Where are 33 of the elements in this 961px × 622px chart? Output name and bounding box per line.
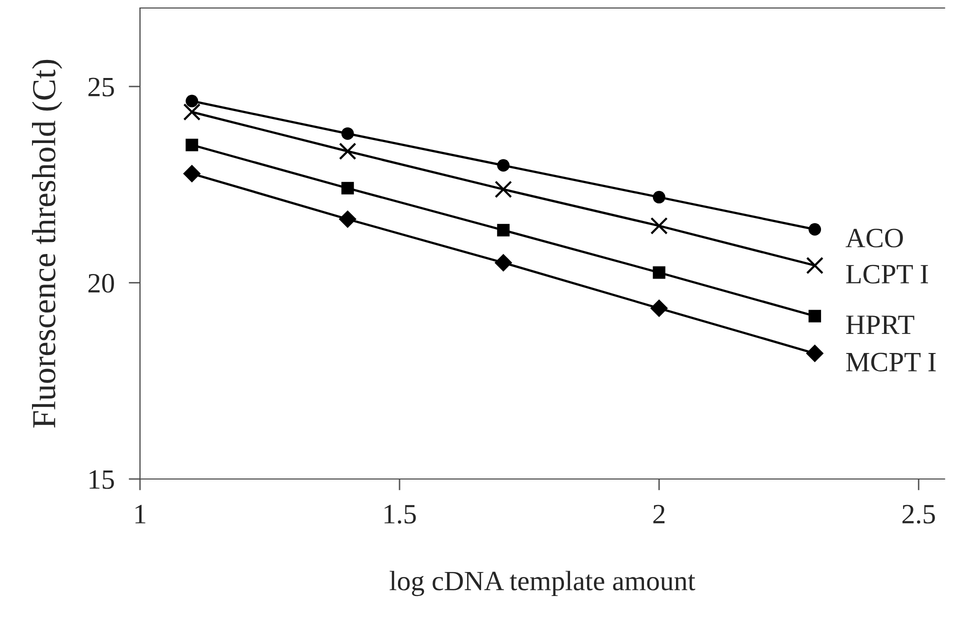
point	[183, 103, 201, 121]
x-tick-label: 1.5	[384, 504, 416, 524]
point	[186, 138, 198, 152]
x-tick-label: 2.5	[902, 504, 935, 524]
point	[183, 164, 201, 182]
series-label: ACO	[846, 228, 903, 248]
y-tick-label: 15	[90, 470, 114, 489]
y-tick-label: 20	[88, 274, 114, 293]
point	[650, 217, 668, 235]
x-tick-label: 2	[653, 504, 664, 524]
point	[494, 180, 512, 198]
point	[341, 182, 354, 194]
point	[652, 266, 666, 279]
point	[338, 142, 356, 160]
y-axis-title: Fluorescence threshold (Ct)	[32, 60, 62, 428]
point	[338, 210, 356, 228]
series-label: LCPT I	[846, 264, 928, 284]
y-tick-label: 25	[88, 78, 114, 96]
point	[497, 224, 510, 236]
point	[497, 159, 510, 172]
series-label: HPRT	[846, 316, 914, 334]
point	[808, 223, 822, 236]
series-label: MCPT I	[846, 352, 936, 372]
point	[650, 299, 668, 318]
point	[341, 127, 354, 140]
x-axis-title: log cDNA template amount	[390, 570, 696, 596]
point	[186, 94, 198, 108]
point	[808, 310, 822, 322]
x-tick-label: 1	[136, 504, 146, 524]
point	[806, 256, 824, 274]
point	[652, 190, 666, 204]
point	[494, 254, 512, 272]
point	[806, 344, 824, 362]
